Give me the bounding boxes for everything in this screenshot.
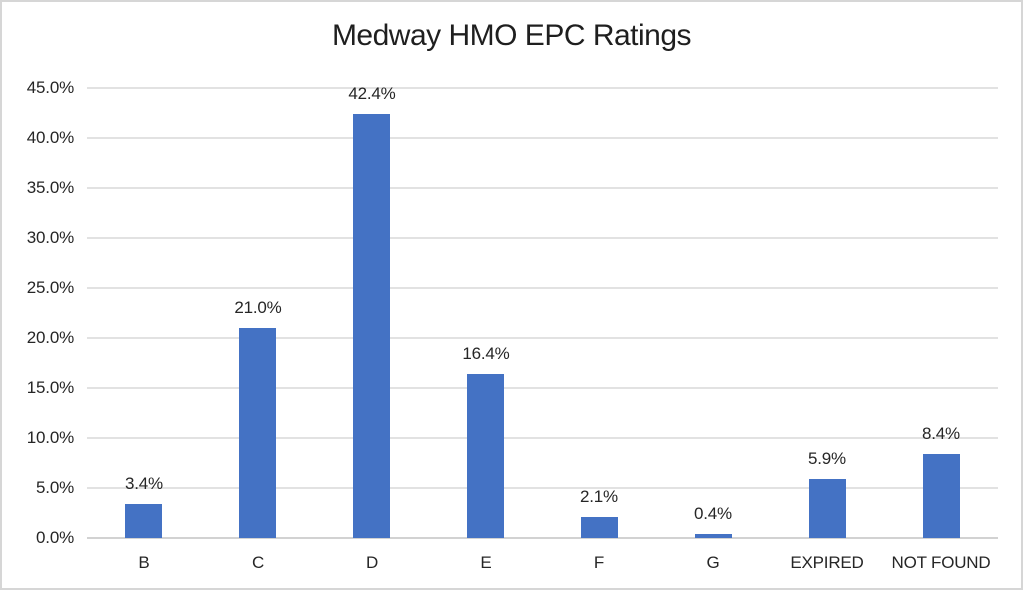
gridline — [87, 237, 998, 239]
data-label-b: 3.4% — [125, 474, 163, 493]
gridline — [87, 337, 998, 339]
y-axis-tick-label: 30.0% — [26, 228, 74, 247]
gridline — [87, 387, 998, 389]
bar-d — [353, 114, 390, 538]
bar-c — [239, 328, 276, 538]
bar-not-found — [923, 454, 960, 538]
bar-f — [581, 517, 618, 538]
gridline — [87, 487, 998, 489]
y-axis-tick-label: 25.0% — [26, 278, 74, 297]
y-axis-tick-label: 45.0% — [26, 78, 74, 97]
gridline — [87, 187, 998, 189]
x-axis-category-label: D — [365, 553, 379, 572]
data-label-f: 2.1% — [580, 487, 618, 506]
y-axis-tick-label: 40.0% — [26, 128, 74, 147]
chart-title: Medway HMO EPC Ratings — [331, 19, 692, 52]
data-label-e: 16.4% — [462, 344, 510, 363]
x-axis-category-label: NOT FOUND — [891, 553, 991, 572]
y-axis-tick-label: 15.0% — [26, 378, 74, 397]
y-axis-tick-label: 10.0% — [26, 428, 74, 447]
bar-g — [695, 534, 732, 538]
y-axis-tick-label: 35.0% — [26, 178, 74, 197]
data-label-g: 0.4% — [694, 504, 732, 523]
data-label-d: 42.4% — [348, 84, 396, 103]
gridline — [87, 87, 998, 89]
x-axis-category-label: F — [593, 553, 605, 572]
gridline — [87, 287, 998, 289]
data-label-not-found: 8.4% — [922, 424, 960, 443]
x-axis-category-label: C — [251, 553, 265, 572]
data-label-expired: 5.9% — [808, 449, 846, 468]
y-axis-tick-label: 20.0% — [26, 328, 74, 347]
bar-e — [467, 374, 504, 538]
y-axis-tick-label: 0.0% — [36, 528, 74, 547]
x-axis-category-label: E — [480, 553, 492, 572]
gridline — [87, 437, 998, 439]
gridline — [87, 137, 998, 139]
x-axis-category-label: EXPIRED — [790, 553, 864, 572]
x-axis-category-label: B — [138, 553, 150, 572]
bar-expired — [809, 479, 846, 538]
data-label-c: 21.0% — [234, 298, 282, 317]
bar-b — [125, 504, 162, 538]
x-axis-line — [87, 537, 998, 539]
y-axis-tick-label: 5.0% — [36, 478, 74, 497]
x-axis-category-label: G — [706, 553, 720, 572]
